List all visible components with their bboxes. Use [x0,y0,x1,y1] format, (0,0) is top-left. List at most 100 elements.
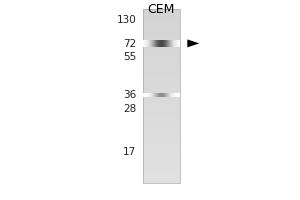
Bar [142,63,180,64]
Bar [142,10,180,11]
Bar [142,135,180,136]
Bar [142,94,180,95]
Bar [142,180,180,181]
Bar [142,46,180,47]
Bar [142,32,180,33]
Bar [142,77,180,78]
Text: 28: 28 [123,104,136,114]
Bar [142,39,180,40]
Bar [142,102,180,103]
Bar [142,93,180,94]
Bar [142,92,180,93]
Bar [142,141,180,142]
Bar [142,69,180,70]
Bar [142,35,180,36]
Bar [142,161,180,162]
Text: 72: 72 [123,39,136,49]
Bar [142,22,180,23]
Bar [142,133,180,134]
Bar [142,123,180,124]
Bar [142,159,180,160]
Bar [142,113,180,114]
Polygon shape [187,39,199,47]
Bar [142,114,180,115]
Bar [142,131,180,132]
Bar [142,138,180,139]
Bar [142,31,180,32]
Bar [142,98,180,99]
Bar [142,34,180,35]
Bar [142,160,180,161]
Bar [142,79,180,80]
Bar [142,158,180,159]
Bar [142,117,180,118]
Bar [142,26,180,27]
Bar [142,25,180,26]
Bar [142,116,180,117]
Bar [142,64,180,65]
Bar [142,178,180,179]
Bar [142,60,180,61]
Bar [142,29,180,30]
Bar [142,140,180,141]
Bar [142,146,180,147]
Bar [142,73,180,74]
Bar [142,30,180,31]
Bar [142,41,180,42]
Bar [142,174,180,175]
Bar [142,28,180,29]
Bar [142,108,180,109]
Bar [142,162,180,163]
Bar [142,71,180,72]
Bar [142,143,180,144]
Bar [142,47,180,48]
Bar [142,19,180,20]
Bar [142,136,180,137]
Bar [142,144,180,145]
Bar [142,67,180,68]
Bar [142,172,180,173]
Bar [142,177,180,178]
Bar [142,147,180,148]
Bar [142,57,180,58]
Bar [142,164,180,165]
Bar [142,66,180,67]
Bar [142,109,180,110]
Bar [142,127,180,128]
Bar [142,126,180,127]
Bar [142,181,180,182]
Text: 36: 36 [123,90,136,100]
Bar [142,37,180,38]
Bar [142,24,180,25]
Bar [142,145,180,146]
Bar [142,129,180,130]
Bar [142,12,180,13]
Bar [142,97,180,98]
Bar [142,107,180,108]
Bar [142,82,180,83]
Bar [142,33,180,34]
Bar [142,81,180,82]
Bar [142,103,180,104]
Bar [142,115,180,116]
Bar [142,171,180,172]
Bar [142,23,180,24]
Bar [142,17,180,18]
Bar [142,106,180,107]
Bar [142,163,180,164]
Bar [142,78,180,79]
Bar [142,118,180,119]
Bar [142,156,180,157]
Bar [142,86,180,87]
Bar [142,170,180,171]
Bar [142,132,180,133]
Bar [142,15,180,16]
Bar [142,55,180,56]
Bar [142,175,180,176]
Bar [142,154,180,155]
Bar [142,76,180,77]
Bar [142,99,180,100]
Bar [142,83,180,84]
Bar [142,44,180,45]
Bar [142,176,180,177]
